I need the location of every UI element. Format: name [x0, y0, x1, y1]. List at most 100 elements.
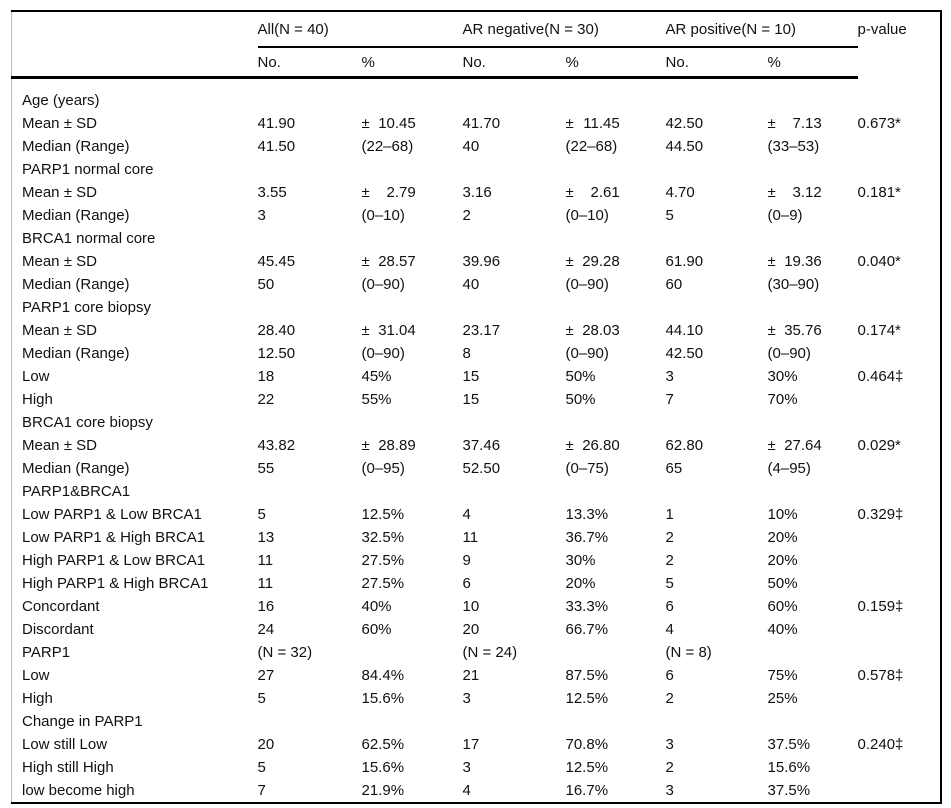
row-label: High: [22, 391, 53, 408]
row-label: High PARP1 & High BRCA1: [22, 575, 209, 592]
cell-value: 52.50: [462, 460, 501, 477]
row-label: Mean ± SD: [22, 322, 97, 339]
cell-value: ±11.45: [565, 115, 620, 132]
cell-value: 4: [462, 506, 471, 523]
cell-value: 28.40: [257, 322, 296, 339]
cell-value: [666, 296, 768, 319]
table-row: Low still Low 20 62.5% 17 70.8% 3 37.5% 0.240‡: [12, 733, 941, 756]
cell-value: 37.5%: [767, 736, 811, 753]
cell-value: 10%: [767, 506, 798, 523]
cell-value: 62.80: [665, 437, 704, 454]
table-row: Change in PARP1: [12, 710, 941, 733]
cell-value: 55: [257, 460, 275, 477]
cell-value: 40%: [767, 621, 798, 638]
cell-value: 27.5%: [361, 575, 405, 592]
cell-value: [258, 480, 362, 503]
table-row: Median (Range) 12.50 (0–90) 8 (0–90) 42.50 (0–…: [12, 342, 941, 365]
cell-p-value: [858, 388, 941, 411]
cell-value: 30%: [565, 552, 596, 569]
cell-value: (N = 24): [462, 644, 518, 661]
table-row: Discordant 24 60% 20 66.7% 4 40%: [12, 618, 941, 641]
cell-value: [768, 296, 858, 319]
cell-value: 5: [257, 759, 266, 776]
cell-value: ±2.79: [361, 184, 416, 201]
cell-p-value: [858, 78, 941, 113]
cell-value: 9: [462, 552, 471, 569]
cell-value: ±28.57: [361, 253, 416, 270]
row-label: High still High: [22, 759, 114, 776]
cell-p-value: [858, 457, 941, 480]
cell-value: 42.50: [665, 115, 704, 132]
cell-value: 20%: [767, 552, 798, 569]
cell-value: 27: [257, 667, 275, 684]
cell-value: ±19.36: [767, 253, 822, 270]
cell-value: 62.5%: [361, 736, 405, 753]
table-header: All(N = 40) AR negative(N = 30) AR posit…: [11, 11, 941, 79]
cell-value: [362, 411, 463, 434]
subheader-blank: [11, 47, 258, 79]
cell-value: 60%: [767, 598, 798, 615]
cell-value: [666, 78, 768, 113]
row-label: Median (Range): [22, 460, 130, 477]
cell-value: 45.45: [257, 253, 296, 270]
cell-value: ±29.28: [565, 253, 620, 270]
row-label: Mean ± SD: [22, 437, 97, 454]
cell-value: 21.9%: [361, 782, 405, 799]
cell-value: [566, 480, 666, 503]
row-label: Median (Range): [22, 138, 130, 155]
cell-value: [666, 227, 768, 250]
row-label: Low PARP1 & High BRCA1: [22, 529, 206, 546]
cell-value: 27.5%: [361, 552, 405, 569]
cell-value: [463, 480, 566, 503]
cell-value: (0–90): [361, 345, 405, 362]
cell-value: [258, 158, 362, 181]
column-header-p-value: p-value: [857, 21, 907, 38]
cell-value: 50%: [565, 368, 596, 385]
row-label: PARP1 normal core: [22, 161, 154, 178]
subheader-no-ar-negative: No.: [462, 47, 566, 79]
table-row: Low PARP1 & High BRCA1 13 32.5% 11 36.7% 2 20%: [12, 526, 941, 549]
cell-value: (0–90): [361, 276, 405, 293]
table-row: BRCA1 normal core: [12, 227, 941, 250]
cell-value: 4.70: [665, 184, 695, 201]
cell-value: 50%: [565, 391, 596, 408]
cell-p-value: [858, 687, 941, 710]
table-row: BRCA1 core biopsy: [12, 411, 941, 434]
cell-value: 15.6%: [767, 759, 811, 776]
row-label: Mean ± SD: [22, 253, 97, 270]
row-label: Change in PARP1: [22, 713, 143, 730]
cell-value: 61.90: [665, 253, 704, 270]
cell-value: (22–68): [565, 138, 618, 155]
table-row: Age (years): [12, 78, 941, 113]
cell-value: 44.50: [665, 138, 704, 155]
cell-value: 12.5%: [361, 506, 405, 523]
cell-value: 43.82: [257, 437, 296, 454]
stats-table: All(N = 40) AR negative(N = 30) AR posit…: [11, 10, 942, 804]
cell-value: 6: [462, 575, 471, 592]
cell-value: 42.50: [665, 345, 704, 362]
cell-value: (0–90): [565, 276, 609, 293]
cell-p-value: [858, 572, 941, 595]
cell-value: 65: [665, 460, 683, 477]
cell-value: 45%: [361, 368, 392, 385]
subheader-pct-ar-negative: %: [565, 47, 666, 79]
cell-value: [566, 411, 666, 434]
cell-p-value: [858, 411, 941, 434]
cell-p-value: [858, 227, 941, 250]
cell-value: [768, 710, 858, 733]
cell-value: 20%: [767, 529, 798, 546]
cell-value: [258, 411, 362, 434]
cell-p-value: 0.174*: [857, 322, 901, 339]
cell-value: 21: [462, 667, 480, 684]
cell-value: [362, 78, 463, 113]
cell-value: 22: [257, 391, 275, 408]
cell-value: 40: [462, 138, 480, 155]
cell-value: 7: [665, 391, 674, 408]
column-header-ar-positive: AR positive(N = 10): [665, 11, 858, 48]
cell-value: 70.8%: [565, 736, 609, 753]
cell-value: 32.5%: [361, 529, 405, 546]
cell-value: (0–9): [767, 207, 803, 224]
cell-value: [768, 78, 858, 113]
cell-p-value: 0.040*: [857, 253, 901, 270]
cell-value: 15: [462, 391, 480, 408]
